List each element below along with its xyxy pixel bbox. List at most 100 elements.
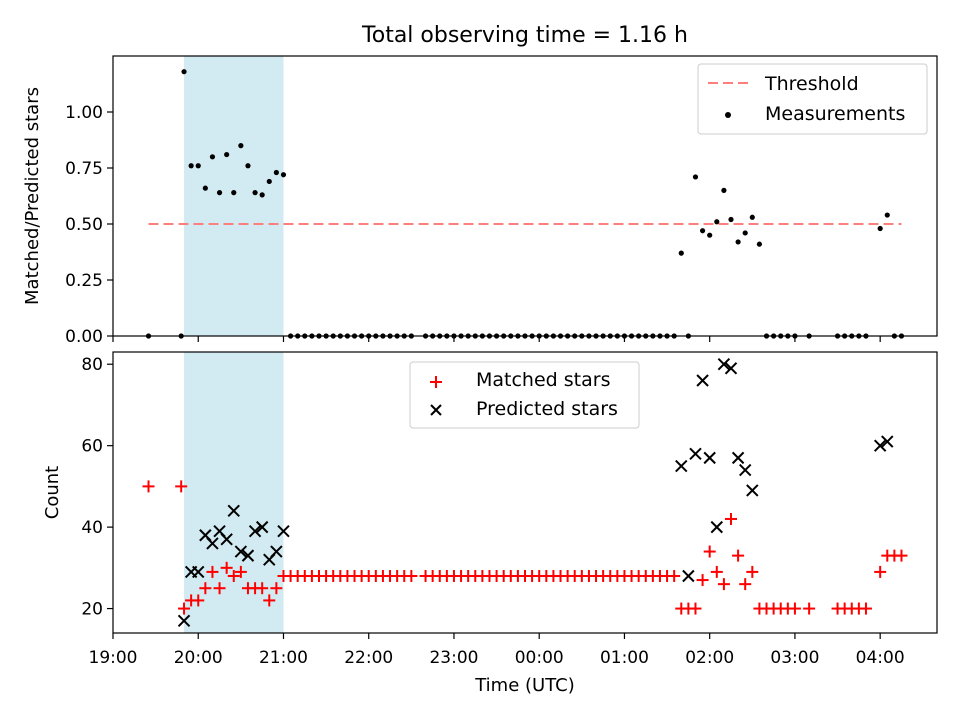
x-tick-label: 21:00: [259, 648, 308, 668]
predicted-star-point: [220, 533, 233, 546]
bottom-ylabel: Count: [42, 466, 63, 519]
matched-star-point: [263, 594, 276, 607]
predicted-star-point: [248, 524, 262, 538]
measurement-point: [209, 154, 216, 160]
measurement-point: [877, 225, 883, 232]
top-shaded-interval: [184, 56, 284, 336]
y-tick-label: 40: [81, 518, 103, 538]
matched-star-point: [746, 565, 759, 578]
measurement-point: [280, 172, 287, 178]
measurement-point: [245, 163, 251, 169]
measurement-point: [699, 228, 706, 234]
y-tick-label: 0.25: [65, 271, 103, 291]
measurement-point: [678, 250, 684, 256]
x-tick-label: 03:00: [770, 648, 819, 668]
predicted-star-point: [227, 504, 240, 518]
measurement-point: [714, 219, 720, 225]
matched-star-point: [725, 512, 737, 525]
x-tick-label: 02:00: [685, 648, 734, 668]
matched-star-point: [270, 582, 283, 595]
measurement-point: [195, 163, 201, 169]
legend-matched-swatch: [430, 376, 442, 388]
y-tick-label: 60: [81, 437, 103, 457]
measurement-point: [707, 232, 713, 238]
matched-star-point: [192, 594, 205, 607]
predicted-star-point: [277, 524, 290, 538]
matched-star-point: [199, 582, 212, 595]
predicted-star-point: [746, 484, 759, 497]
measurement-point: [692, 174, 699, 180]
matched-star-point: [803, 602, 816, 615]
measurement-point: [181, 69, 187, 75]
predicted-star-point: [270, 545, 283, 558]
measurement-point: [224, 151, 230, 158]
matched-star-point: [405, 569, 418, 582]
measurement-point: [884, 212, 890, 218]
matched-star-point: [717, 578, 730, 591]
matched-star-point: [689, 602, 702, 615]
predicted-star-point: [703, 451, 716, 465]
bottom-xlabel: Time (UTC): [474, 675, 575, 696]
measurement-point: [742, 230, 748, 236]
x-tick-label: 20:00: [174, 648, 223, 668]
predicted-star-point: [682, 569, 695, 583]
x-tick-label: 19:00: [89, 648, 138, 668]
predicted-star-point: [881, 435, 894, 448]
bottom-y-ticks: 20 40 60 80: [81, 355, 113, 620]
measurement-point: [259, 192, 265, 198]
bottom-shaded-interval: [184, 352, 284, 633]
predicted-star-point: [731, 451, 745, 465]
measurement-point: [216, 190, 223, 196]
x-tick-label: 01:00: [600, 648, 649, 668]
legend-measurements-swatch: [725, 112, 731, 118]
measurement-point: [273, 169, 279, 176]
bottom-x-ticks: 19:00 20:00 21:00 22:00 23:00 00:00 01:00 02:00…: [89, 633, 905, 668]
matched-star-point: [256, 582, 269, 595]
measurement-point: [735, 239, 741, 245]
matched-stars-points: [142, 480, 908, 615]
measurement-point: [231, 190, 237, 196]
y-tick-label: 0.50: [65, 215, 103, 235]
y-tick-label: 20: [81, 600, 103, 620]
legend-measurements-label: Measurements: [765, 103, 905, 125]
y-tick-label: 80: [81, 355, 103, 375]
legend-predicted-label: Predicted stars: [476, 398, 618, 420]
matched-star-point: [175, 480, 188, 493]
matched-star-point: [739, 578, 752, 591]
matched-star-point: [732, 549, 745, 562]
matched-star-point: [859, 602, 872, 615]
matched-star-point: [874, 565, 887, 578]
matched-star-point: [710, 565, 723, 578]
matched-star-point: [703, 545, 716, 558]
legend-matched-label: Matched stars: [476, 369, 610, 391]
top-legend: Threshold Measurements: [697, 63, 928, 135]
matched-star-point: [142, 480, 155, 493]
predicted-star-point: [710, 520, 724, 534]
x-tick-label: 23:00: [429, 648, 478, 668]
predicted-star-point: [717, 358, 731, 371]
matched-star-point: [227, 569, 240, 582]
matched-star-point: [213, 582, 226, 595]
predicted-star-point: [192, 565, 205, 579]
matched-star-point: [696, 574, 709, 587]
bottom-legend: Matched stars Predicted stars: [409, 361, 640, 429]
matched-star-point: [178, 602, 191, 615]
x-tick-label: 22:00: [344, 648, 393, 668]
measurement-point: [188, 163, 194, 169]
predicted-star-point: [724, 362, 738, 375]
matched-star-point: [206, 565, 219, 578]
predicted-stars-points: [177, 358, 894, 627]
y-tick-label: 0.75: [65, 159, 103, 179]
predicted-star-point: [689, 447, 702, 461]
predicted-star-point: [873, 439, 887, 452]
matched-star-point: [234, 565, 247, 578]
x-tick-label: 04:00: [856, 648, 905, 668]
y-tick-label: 1.00: [65, 103, 103, 123]
chart-title: Total observing time = 1.16 h: [361, 23, 688, 48]
top-plot-frame: [112, 55, 938, 337]
bottom-plot-frame: [112, 351, 938, 634]
measurement-point: [728, 216, 734, 223]
legend-threshold-label: Threshold: [764, 73, 859, 95]
legend-predicted-swatch: [430, 404, 442, 416]
